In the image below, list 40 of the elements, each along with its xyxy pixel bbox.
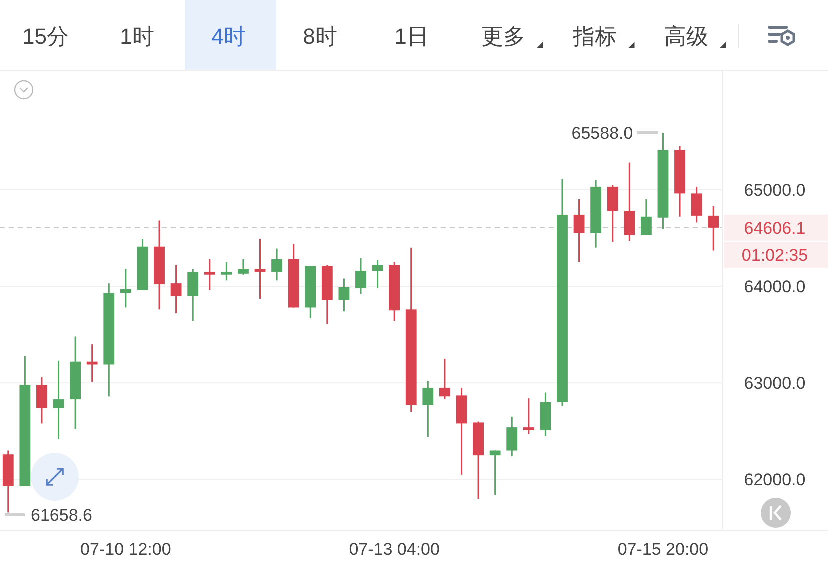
- text: 1时: [120, 24, 154, 49]
- candlestick: [506, 416, 518, 458]
- text: 更多: [481, 24, 526, 49]
- candlestick: [204, 258, 216, 292]
- candlestick: [221, 262, 232, 282]
- candlestick: [53, 360, 64, 440]
- candlestick: [272, 248, 283, 282]
- candlestick: [356, 258, 366, 295]
- candlestick: [708, 206, 720, 252]
- text: 8时: [303, 24, 338, 49]
- candlestick: [120, 268, 132, 308]
- x-tick-label: 07-10 12:00: [80, 540, 172, 559]
- y-tick-label: 64000.0: [744, 277, 806, 296]
- candlestick: [170, 264, 182, 314]
- candlestick: [238, 258, 249, 276]
- y-tick-label: 62000.0: [744, 470, 806, 490]
- y-tick-label: 63000.0: [744, 374, 806, 394]
- candlestick: [490, 450, 501, 496]
- y-tick-label: 65000.0: [744, 180, 806, 200]
- text: 15分: [22, 24, 69, 49]
- candlestick: [439, 358, 450, 400]
- text: 01:02:35: [742, 246, 808, 265]
- candlestick: [691, 186, 702, 224]
- candlestick: [422, 380, 434, 438]
- text: 指标: [572, 24, 617, 49]
- candlestick: [372, 260, 384, 290]
- candlestick: [36, 376, 48, 424]
- annotation: 65588.0: [572, 124, 634, 143]
- ref-line-label: 64606.1: [744, 218, 806, 238]
- candlestick: [254, 238, 266, 300]
- annotation: 61658.6: [31, 506, 92, 525]
- text: 4时: [212, 24, 246, 49]
- candlestick: [338, 278, 350, 312]
- x-tick-label: 07-13 04:00: [349, 540, 440, 559]
- candlestick: [523, 398, 534, 436]
- x-tick-label: 07-15 20:00: [618, 540, 709, 559]
- candlestick: [640, 198, 652, 236]
- text: 高级: [664, 24, 708, 49]
- candlestick: [574, 198, 585, 264]
- text: 1日: [394, 24, 429, 49]
